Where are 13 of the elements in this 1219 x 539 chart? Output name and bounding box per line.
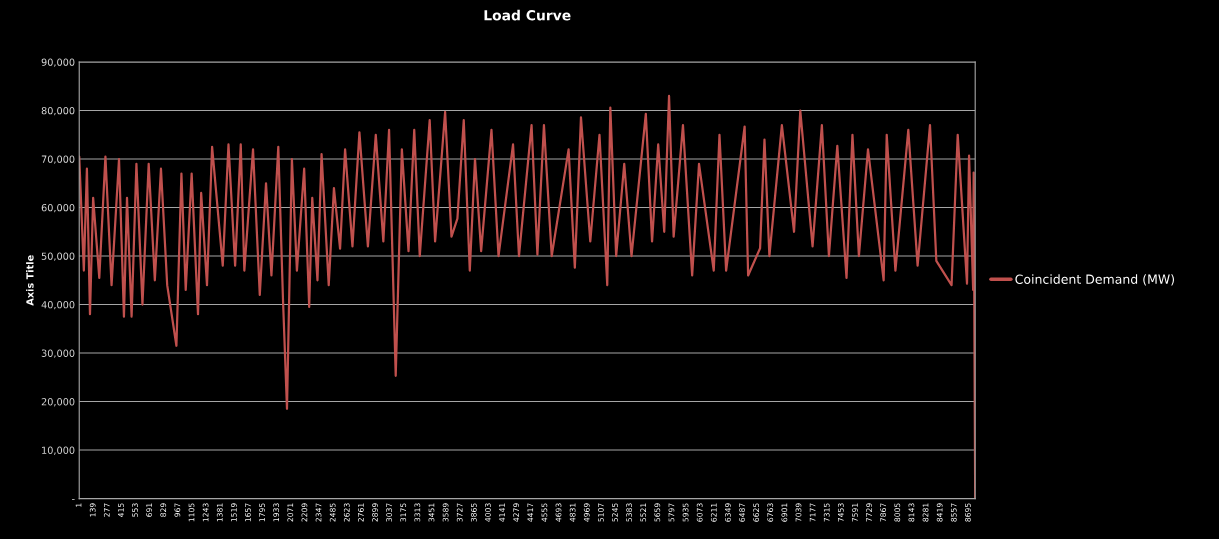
y-tick-label: 40,000	[41, 301, 75, 310]
y-tick-label: 50,000	[41, 252, 75, 261]
y-tick-label: 30,000	[41, 349, 75, 358]
y-tick-label: 90,000	[41, 58, 75, 67]
y-tick-label: 10,000	[42, 446, 75, 455]
y-tick-label: 20,000	[41, 398, 75, 407]
legend-label: Coincident Demand (MW)	[1015, 274, 1175, 286]
y-tick-label: 60,000	[41, 203, 75, 213]
y-tick-label: 70,000	[41, 155, 75, 164]
y-axis-title: Axis Title	[26, 255, 34, 306]
chart-title: Load Curve	[484, 9, 571, 21]
y-tick-label: -	[72, 499, 75, 500]
y-tick-label: 80,000	[41, 106, 75, 116]
